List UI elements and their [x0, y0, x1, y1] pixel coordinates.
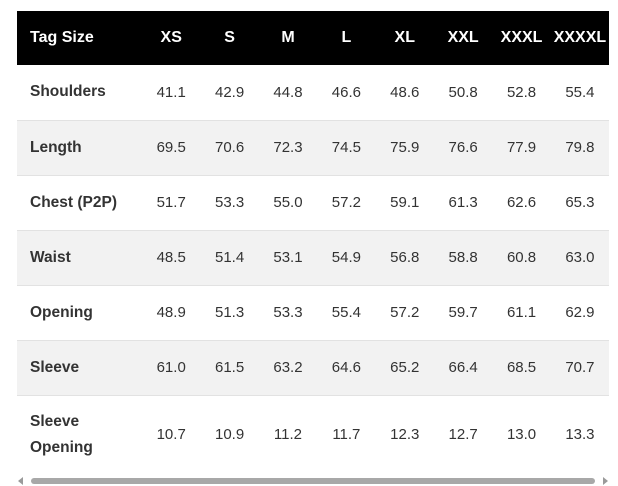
table-cell: 48.6 — [390, 83, 420, 101]
table-cell: 62.9 — [565, 304, 595, 321]
table-header: Tag Size XS S M L XL XXL XXXL XXXXL — [17, 11, 610, 65]
table-cell: 66.4 — [448, 359, 478, 376]
table-cell: 74.5 — [331, 139, 361, 156]
row-label: Chest (P2P) — [30, 193, 117, 211]
header-size-xxl: XXL — [447, 29, 479, 46]
table-cell: 46.6 — [331, 83, 361, 101]
row-label: Waist — [30, 248, 71, 266]
table-cell: 48.9 — [156, 304, 186, 321]
table-cell: 55.0 — [273, 194, 303, 211]
table-cell: 55.4 — [331, 304, 361, 321]
header-size-m: M — [281, 29, 295, 46]
table-cell: 48.5 — [156, 249, 186, 266]
table-cell: 53.1 — [273, 249, 303, 266]
header-size-l: L — [341, 29, 352, 46]
table-cell: 42.9 — [214, 83, 245, 101]
table-cell: 52.8 — [506, 83, 537, 101]
table-cell: 12.7 — [448, 426, 478, 444]
table-cell: 63.2 — [273, 359, 303, 376]
table-cell: 13.3 — [565, 426, 595, 444]
table-row-sleeve-opening: Sleeve Opening 10.7 10.9 11.2 11.7 12.3 … — [17, 395, 609, 474]
table-cell: 12.3 — [390, 426, 420, 444]
table-cell: 64.6 — [331, 359, 361, 376]
row-label: Sleeve Opening — [17, 395, 142, 474]
table-row-length: Length 69.5 70.6 72.3 74.5 75.9 76.6 77.… — [17, 120, 610, 175]
scrollbar-thumb[interactable] — [31, 478, 595, 484]
table-cell: 79.8 — [565, 139, 595, 156]
scroll-left-arrow-icon[interactable] — [18, 477, 23, 485]
row-label: Shoulders — [30, 83, 106, 101]
table-cell: 53.3 — [273, 304, 303, 321]
table-row-sleeve: Sleeve 61.0 61.5 63.2 64.6 65.2 66.4 68.… — [17, 340, 610, 395]
header-size-s: S — [224, 29, 235, 46]
row-label: Length — [30, 138, 82, 156]
table-cell: 70.6 — [214, 139, 245, 156]
table-cell: 55.4 — [565, 83, 595, 101]
table-cell: 51.7 — [156, 194, 186, 211]
row-label: Opening — [30, 303, 93, 321]
table-cell: 10.7 — [156, 426, 186, 444]
table-cell: 41.1 — [156, 83, 186, 101]
table-cell: 53.3 — [214, 194, 245, 211]
table-cell: 72.3 — [273, 139, 303, 156]
table-cell: 61.5 — [214, 359, 245, 376]
size-chart-table: Tag Size XS S M L XL XXL XXXL XXXXL Shou… — [17, 11, 610, 474]
horizontal-scrollbar[interactable] — [17, 474, 609, 486]
table-body: Shoulders 41.1 42.9 44.8 46.6 48.6 50.8 … — [17, 65, 610, 474]
header-size-xl: XL — [394, 29, 415, 46]
table-cell: 61.3 — [448, 194, 478, 211]
table-cell: 56.8 — [390, 249, 420, 266]
table-cell: 61.1 — [506, 304, 537, 321]
table-cell: 63.0 — [565, 249, 595, 266]
table-cell: 65.2 — [390, 359, 420, 376]
table-row-shoulders: Shoulders 41.1 42.9 44.8 46.6 48.6 50.8 … — [17, 65, 610, 120]
table-cell: 70.7 — [565, 359, 595, 376]
table-row-chest: Chest (P2P) 51.7 53.3 55.0 57.2 59.1 61.… — [17, 175, 610, 230]
table-cell: 76.6 — [448, 139, 478, 156]
header-size-xxxxl: XXXXL — [553, 29, 607, 46]
header-size-xxxl: XXXL — [500, 29, 543, 46]
header-row: Tag Size XS S M L XL XXL XXXL XXXXL — [17, 11, 610, 65]
table-cell: 50.8 — [448, 83, 478, 101]
table-cell: 77.9 — [506, 139, 537, 156]
header-size-xs: XS — [160, 29, 182, 46]
table-cell: 62.6 — [506, 194, 537, 211]
table-cell: 44.8 — [273, 83, 303, 101]
table-cell: 13.0 — [506, 426, 537, 444]
table-cell: 59.1 — [390, 194, 420, 211]
header-tag-size: Tag Size — [30, 29, 94, 46]
table-cell: 54.9 — [331, 249, 361, 266]
table-cell: 69.5 — [156, 139, 186, 156]
table-cell: 10.9 — [214, 426, 245, 444]
table-cell: 60.8 — [506, 249, 537, 266]
scroll-right-arrow-icon[interactable] — [603, 477, 608, 485]
table-cell: 57.2 — [331, 194, 361, 211]
table-cell: 59.7 — [448, 304, 478, 321]
table-cell: 58.8 — [448, 249, 478, 266]
table-cell: 57.2 — [390, 304, 420, 321]
table-cell: 65.3 — [565, 194, 595, 211]
table-cell: 11.7 — [332, 426, 361, 444]
table-cell: 68.5 — [506, 359, 537, 376]
table-cell: 51.3 — [214, 304, 245, 321]
table-cell: 11.2 — [273, 426, 303, 444]
table-cell: 51.4 — [214, 249, 245, 266]
table-row-opening: Opening 48.9 51.3 53.3 55.4 57.2 59.7 61… — [17, 285, 610, 340]
table-row-waist: Waist 48.5 51.4 53.1 54.9 56.8 58.8 60.8… — [17, 230, 610, 285]
table-cell: 61.0 — [156, 359, 186, 376]
table-cell: 75.9 — [390, 139, 420, 156]
row-label-text: Sleeve Opening — [30, 412, 93, 456]
row-label: Sleeve — [30, 358, 80, 376]
